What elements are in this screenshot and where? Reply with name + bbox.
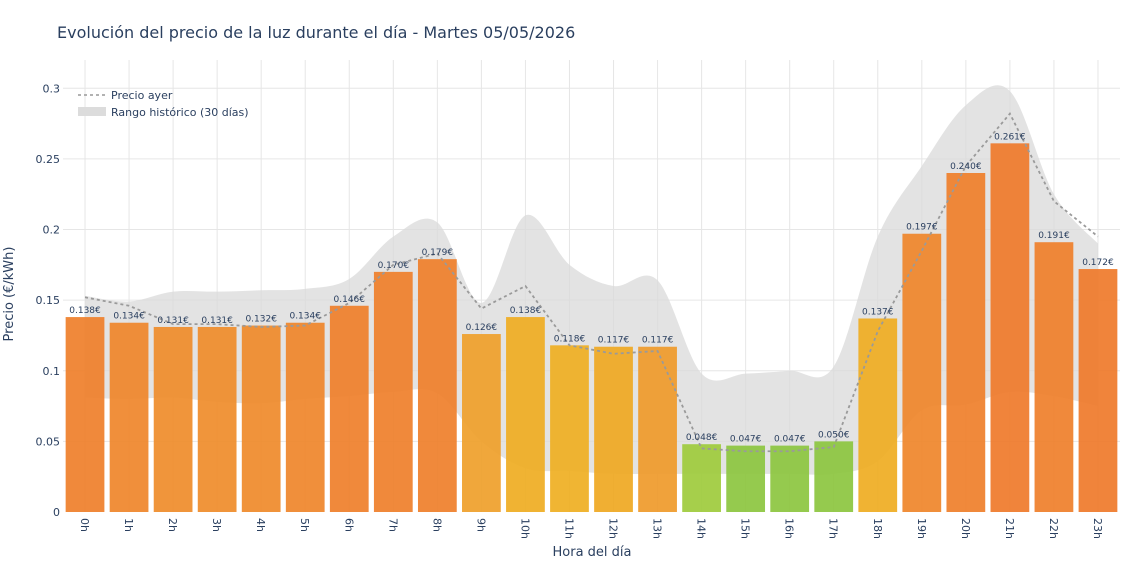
- x-tick-label: 17h: [827, 518, 840, 539]
- bar-14h: [682, 444, 721, 512]
- bar-3h: [197, 326, 237, 512]
- bar-value-label: 0.179€: [422, 248, 454, 258]
- bar-6h: [329, 305, 369, 512]
- bar-8h: [417, 259, 457, 512]
- legend-range-label: Rango histórico (30 días): [111, 106, 249, 119]
- x-tick-label: 1h: [122, 518, 135, 532]
- legend: Precio ayer Rango histórico (30 días): [78, 89, 249, 119]
- bar-21h: [990, 143, 1030, 512]
- bar-12h: [594, 346, 633, 512]
- bar-value-label: 0.047€: [730, 435, 762, 445]
- y-axis-title: Precio (€/kWh): [2, 247, 17, 342]
- bar-value-label: 0.132€: [245, 315, 277, 325]
- x-tick-label: 0h: [78, 518, 91, 532]
- historical-range-band: [85, 85, 1098, 475]
- bar-19h: [902, 233, 942, 513]
- bar-5h: [285, 322, 325, 512]
- x-axis-title: Hora del día: [553, 545, 632, 560]
- x-tick-label: 23h: [1091, 518, 1104, 539]
- x-tick-label: 2h: [166, 518, 179, 532]
- bar-0h: [65, 317, 105, 512]
- y-axis: 0 0.05 0.1 0.15 0.2 0.25 0.3: [36, 82, 61, 519]
- bar-value-label: 0.117€: [642, 336, 674, 346]
- x-tick-label: 4h: [254, 518, 267, 532]
- bar-value-labels: 0.138€ 0.134€ 0.131€ 0.131€ 0.132€ 0.134€ 0.14…: [69, 132, 1114, 444]
- bar-value-label: 0.197€: [906, 223, 938, 233]
- chart-title: Evolución del precio de la luz durante e…: [57, 23, 575, 42]
- bar-9h: [462, 334, 501, 512]
- y-tick-label: 0: [53, 506, 60, 519]
- y-tick-label: 0.3: [43, 82, 61, 95]
- bar-value-label: 0.131€: [157, 316, 189, 326]
- y-tick-label: 0.2: [43, 224, 61, 237]
- x-tick-label: 14h: [695, 518, 708, 539]
- x-tick-label: 19h: [915, 518, 928, 539]
- y-tick-label: 0.15: [36, 294, 61, 307]
- bar-20h: [946, 173, 986, 512]
- bar-value-label: 0.047€: [774, 435, 806, 445]
- yesterday-line-path: [84, 112, 1099, 453]
- bar-17h: [814, 441, 854, 512]
- bar-value-label: 0.126€: [466, 323, 498, 333]
- y-tick-label: 0.1: [43, 365, 61, 378]
- bar-18h: [858, 318, 898, 512]
- x-tick-label: 16h: [783, 518, 796, 539]
- bar-23h: [1078, 269, 1118, 512]
- bar-value-label: 0.118€: [554, 334, 586, 344]
- x-tick-label: 6h: [342, 518, 355, 532]
- x-tick-label: 8h: [430, 518, 443, 532]
- x-tick-label: 21h: [1003, 518, 1016, 539]
- x-tick-label: 13h: [651, 518, 664, 539]
- bar-22h: [1034, 242, 1074, 512]
- bar-value-label: 0.117€: [598, 336, 630, 346]
- yesterday-price-line: [84, 112, 1099, 453]
- bar-value-label: 0.138€: [510, 306, 542, 316]
- x-tick-label: 5h: [298, 518, 311, 532]
- x-tick-label: 11h: [562, 518, 575, 539]
- bar-15h: [726, 445, 766, 512]
- x-tick-label: 12h: [607, 518, 620, 539]
- bar-value-label: 0.131€: [201, 316, 233, 326]
- y-tick-label: 0.25: [36, 153, 61, 166]
- x-tick-label: 22h: [1047, 518, 1060, 539]
- x-tick-label: 3h: [210, 518, 223, 532]
- bar-4h: [241, 325, 281, 512]
- x-tick-label: 20h: [959, 518, 972, 539]
- legend-range-swatch: [78, 107, 106, 116]
- x-tick-label: 9h: [474, 518, 487, 532]
- x-axis: 0h 1h 2h 3h 4h 5h 6h 7h 8h 9h 10h 11h 12h 13h 14h 15h 16…: [78, 518, 1104, 539]
- bar-value-label: 0.050€: [818, 430, 850, 440]
- y-tick-label: 0.05: [36, 435, 61, 448]
- bar-7h: [373, 271, 413, 512]
- bar-value-label: 0.240€: [950, 162, 982, 172]
- x-tick-label: 15h: [739, 518, 752, 539]
- bar-value-label: 0.191€: [1038, 231, 1070, 241]
- bar-value-label: 0.134€: [113, 312, 145, 322]
- historical-range-area: [85, 85, 1098, 475]
- bar-value-label: 0.261€: [994, 132, 1026, 142]
- bar-value-label: 0.170€: [378, 261, 410, 271]
- bar-value-label: 0.137€: [862, 307, 894, 317]
- bar-1h: [109, 322, 149, 512]
- x-tick-label: 7h: [386, 518, 399, 532]
- bar-series: [65, 143, 1118, 513]
- bar-value-label: 0.146€: [334, 295, 366, 305]
- bar-16h: [770, 445, 810, 512]
- bar-10h: [506, 317, 545, 512]
- bar-value-label: 0.138€: [69, 306, 101, 316]
- bar-value-label: 0.048€: [686, 433, 718, 443]
- legend-yesterday-label: Precio ayer: [111, 89, 173, 102]
- bar-13h: [638, 346, 677, 512]
- bar-value-label: 0.134€: [289, 312, 321, 322]
- bar-value-label: 0.172€: [1082, 258, 1114, 268]
- bar-11h: [550, 345, 589, 512]
- bar-2h: [153, 326, 193, 512]
- x-tick-label: 10h: [518, 518, 531, 539]
- x-tick-label: 18h: [871, 518, 884, 539]
